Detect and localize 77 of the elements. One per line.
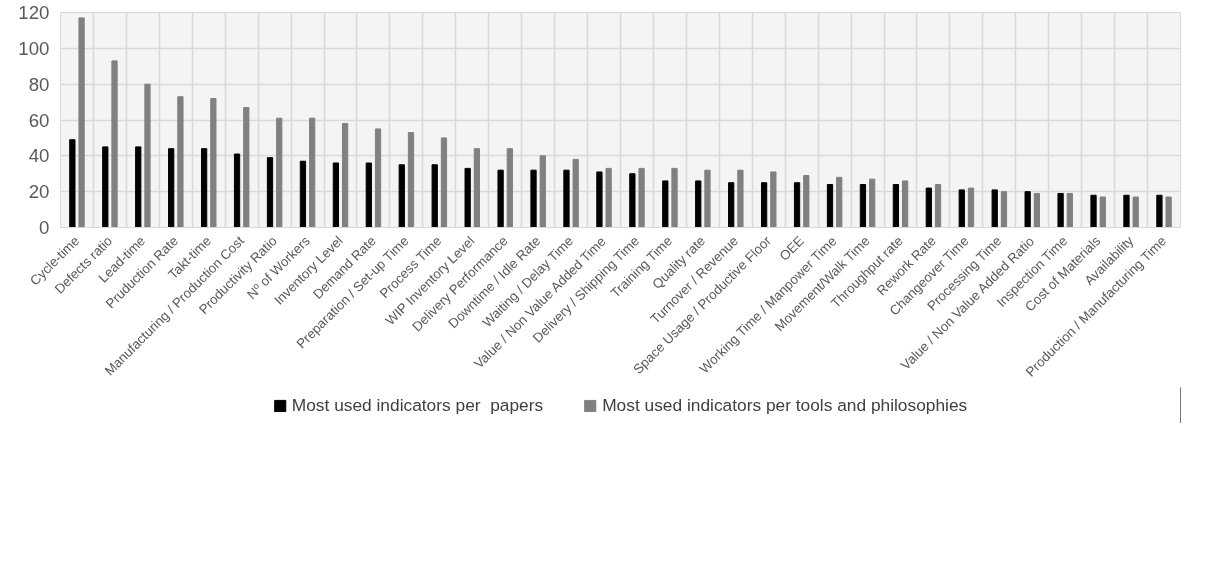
bar: [572, 158, 579, 228]
bar: [1057, 192, 1064, 228]
bar: [497, 169, 504, 228]
bar: [728, 182, 735, 228]
bar: [596, 171, 603, 228]
legend-label: Most used indicators per tools and philosophies: [602, 394, 968, 416]
bar: [1156, 194, 1163, 228]
bar: [967, 187, 975, 228]
bar: [341, 123, 349, 228]
bar: [869, 178, 876, 228]
bar: [1165, 196, 1172, 228]
bar: [539, 155, 546, 228]
bar: [78, 17, 85, 228]
bar: [1090, 194, 1097, 228]
bar: [210, 98, 217, 228]
bar: [440, 137, 448, 228]
bar: [1132, 196, 1139, 228]
bar: [695, 180, 702, 228]
bar: [958, 189, 965, 228]
y-tick-label: 120: [18, 2, 50, 23]
bar: [1066, 192, 1073, 228]
bar: [1099, 196, 1106, 228]
bar: [102, 146, 109, 228]
y-tick-label: 20: [28, 181, 50, 203]
bar: [662, 180, 669, 228]
bar: [168, 148, 175, 228]
bar: [760, 182, 768, 228]
bar: [934, 184, 942, 228]
bar: [233, 153, 241, 228]
bar: [243, 106, 250, 228]
bar: [374, 128, 382, 228]
y-tick-label: 100: [18, 37, 50, 59]
bar: [309, 117, 316, 228]
bar: [629, 173, 636, 228]
bar: [464, 167, 471, 228]
bar: [200, 148, 208, 228]
y-tick-label: 0: [39, 217, 50, 238]
bar: [144, 83, 151, 228]
bar: [1024, 191, 1031, 228]
bar: [704, 169, 711, 228]
bar: [605, 167, 612, 228]
bar: [892, 184, 900, 228]
bar: [826, 184, 834, 228]
y-tick-label: 80: [28, 73, 50, 95]
bar: [266, 157, 274, 228]
bar: [1000, 191, 1008, 228]
bar: [135, 146, 142, 228]
bar: [398, 164, 405, 228]
bar: [431, 164, 438, 228]
bar: [177, 96, 184, 228]
bar: [793, 182, 801, 228]
bar: [1123, 194, 1130, 228]
bar: [671, 167, 678, 228]
bar: [991, 189, 998, 228]
y-tick-label: 60: [28, 109, 50, 131]
bar: [638, 167, 645, 228]
bar: [530, 169, 537, 228]
bar: [901, 180, 909, 228]
bar: [1033, 192, 1041, 228]
bar: [407, 132, 415, 228]
bar: [737, 169, 744, 228]
bar: [365, 162, 372, 228]
bar: [925, 187, 932, 228]
bar: [299, 160, 307, 228]
bar: [276, 117, 283, 228]
bar: [836, 176, 843, 228]
bar: [332, 162, 340, 228]
bar: [859, 184, 867, 228]
bar: [803, 175, 810, 228]
bar: [473, 148, 481, 228]
bar: [69, 139, 76, 228]
bar: [770, 171, 777, 228]
legend-label: Most used indicators per papers: [291, 394, 544, 416]
bar: [563, 169, 570, 228]
bar: [111, 60, 118, 228]
y-tick-label: 40: [28, 145, 50, 167]
bar: [506, 148, 513, 228]
